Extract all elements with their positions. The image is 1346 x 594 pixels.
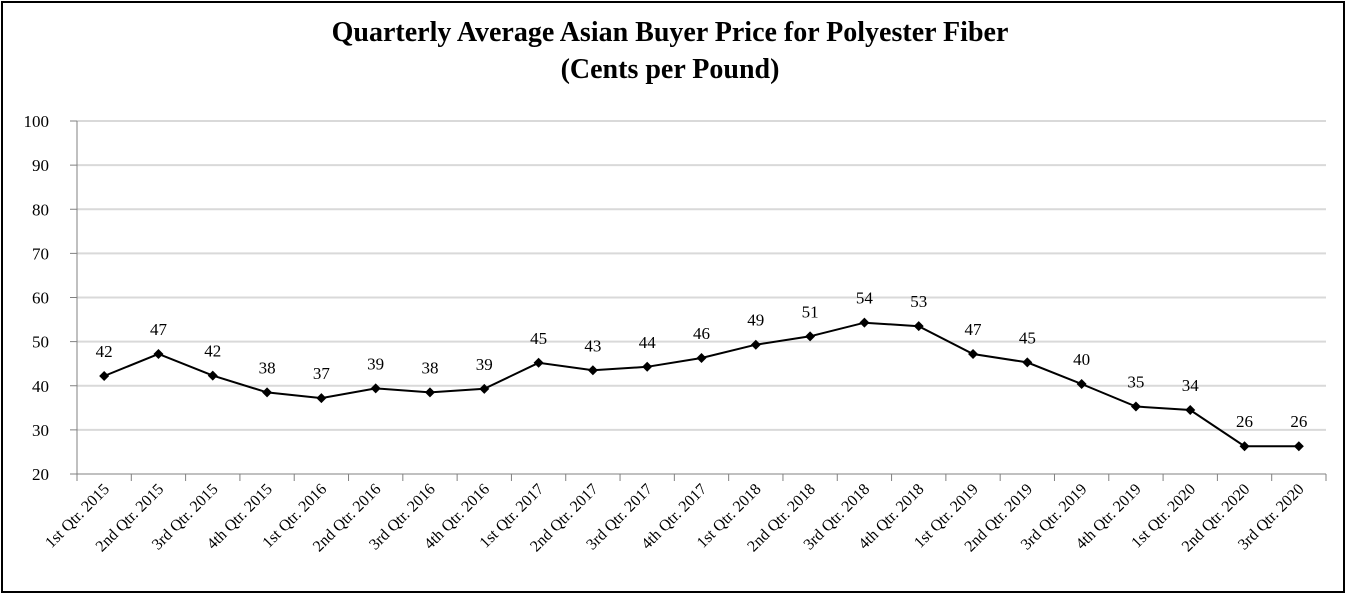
data-point <box>153 348 164 359</box>
y-tick-label: 60 <box>32 289 49 308</box>
gridlines <box>77 120 1326 431</box>
data-point <box>207 370 218 381</box>
data-label: 54 <box>856 289 874 308</box>
data-point <box>859 317 870 328</box>
data-label: 46 <box>693 324 710 343</box>
data-label: 34 <box>1182 376 1200 395</box>
data-label: 37 <box>313 364 331 383</box>
data-label: 43 <box>584 336 601 355</box>
y-tick-label: 40 <box>32 377 49 396</box>
data-point <box>1293 441 1304 452</box>
data-label: 38 <box>421 358 438 377</box>
data-point <box>479 383 490 394</box>
data-label: 39 <box>476 355 493 374</box>
data-point <box>262 387 273 398</box>
data-label: 47 <box>965 320 983 339</box>
y-tick-label: 30 <box>32 421 49 440</box>
y-tick-label: 80 <box>32 200 49 219</box>
chart-title: Quarterly Average Asian Buyer Price for … <box>331 17 1009 48</box>
data-point <box>642 361 653 372</box>
data-label: 51 <box>802 302 819 321</box>
data-point <box>424 387 435 398</box>
data-point <box>99 371 110 382</box>
y-tick-label: 100 <box>24 112 50 131</box>
data-point <box>1185 405 1196 416</box>
data-label: 26 <box>1236 412 1253 431</box>
data-label: 45 <box>1019 328 1036 347</box>
data-point <box>370 383 381 394</box>
data-label: 49 <box>747 311 764 330</box>
data-label: 39 <box>367 354 384 373</box>
data-labels: 42 47 42 38 37 39 38 39 45 43 44 46 49 51 54 53 47 45 40 35… <box>96 289 1308 432</box>
data-point <box>533 357 544 368</box>
data-label: 53 <box>910 292 927 311</box>
data-point <box>750 339 761 350</box>
data-label: 42 <box>96 342 113 361</box>
data-point <box>1022 357 1033 368</box>
chart-title-block: Quarterly Average Asian Buyer Price for … <box>0 14 1340 88</box>
data-point <box>1130 401 1141 412</box>
data-label: 42 <box>204 342 221 361</box>
data-label: 38 <box>259 358 276 377</box>
chart-subtitle: (Cents per Pound) <box>560 54 780 85</box>
data-label: 44 <box>639 333 657 352</box>
data-point <box>316 393 327 404</box>
y-tick-label: 90 <box>32 156 49 175</box>
data-point <box>587 365 598 376</box>
data-point <box>1239 441 1250 452</box>
data-point <box>913 321 924 332</box>
data-label: 47 <box>150 320 168 339</box>
data-label: 26 <box>1290 412 1307 431</box>
y-tick-labels: 100 90 80 70 60 50 40 30 20 <box>24 112 50 484</box>
data-point <box>968 348 979 359</box>
series-price <box>99 317 1304 452</box>
data-point <box>805 331 816 342</box>
axes <box>70 120 1327 481</box>
data-label: 40 <box>1073 350 1090 369</box>
data-point <box>1076 378 1087 389</box>
data-point <box>696 352 707 363</box>
data-label: 35 <box>1127 372 1144 391</box>
y-tick-label: 20 <box>32 465 49 484</box>
y-tick-label: 70 <box>32 244 49 263</box>
y-tick-label: 50 <box>32 333 49 352</box>
data-label: 45 <box>530 329 547 348</box>
